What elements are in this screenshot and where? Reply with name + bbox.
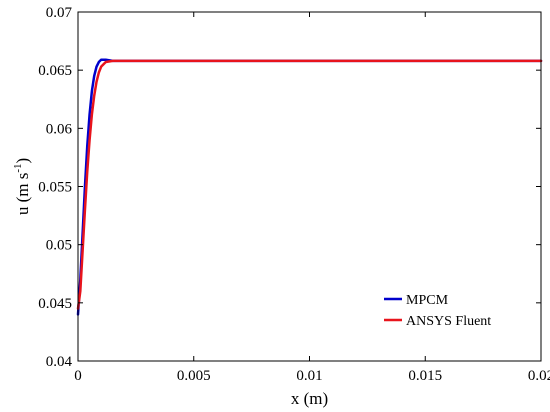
y-tick-label: 0.055 bbox=[38, 180, 72, 196]
legend-box bbox=[375, 283, 533, 333]
legend-label-ansys-fluent: ANSYS Fluent bbox=[406, 314, 491, 329]
y-axis-label-main: u (m s bbox=[13, 173, 32, 216]
x-tick-label: 0.015 bbox=[408, 368, 442, 384]
series-line-ansys-fluent bbox=[76, 59, 543, 310]
x-tick-label: 0.005 bbox=[177, 368, 211, 384]
y-tick-label: 0.04 bbox=[46, 354, 73, 370]
x-tick-label: 0 bbox=[74, 368, 82, 384]
y-tick-label: 0.07 bbox=[46, 5, 73, 21]
x-axis-label: x (m) bbox=[291, 389, 328, 408]
y-tick-label: 0.065 bbox=[38, 63, 72, 79]
y-axis-label-suffix: ) bbox=[13, 158, 32, 164]
y-axis-ticks: 0.04 0.045 0.05 0.055 0.06 0.065 0.07 bbox=[38, 5, 541, 370]
x-tick-label: 0.02 bbox=[528, 368, 550, 384]
y-tick-label: 0.045 bbox=[38, 296, 72, 312]
series-layer bbox=[76, 58, 543, 316]
y-axis-label-superscript: -1 bbox=[12, 164, 24, 173]
x-tick-label: 0.01 bbox=[296, 368, 322, 384]
legend: MPCM ANSYS Fluent bbox=[375, 283, 533, 333]
legend-label-mpcm: MPCM bbox=[406, 293, 449, 308]
y-axis-label: u (m s-1) bbox=[12, 158, 32, 215]
y-tick-label: 0.06 bbox=[46, 121, 73, 137]
x-axis-ticks: 0 0.005 0.01 0.015 0.02 bbox=[74, 12, 550, 384]
y-tick-label: 0.05 bbox=[46, 238, 72, 254]
